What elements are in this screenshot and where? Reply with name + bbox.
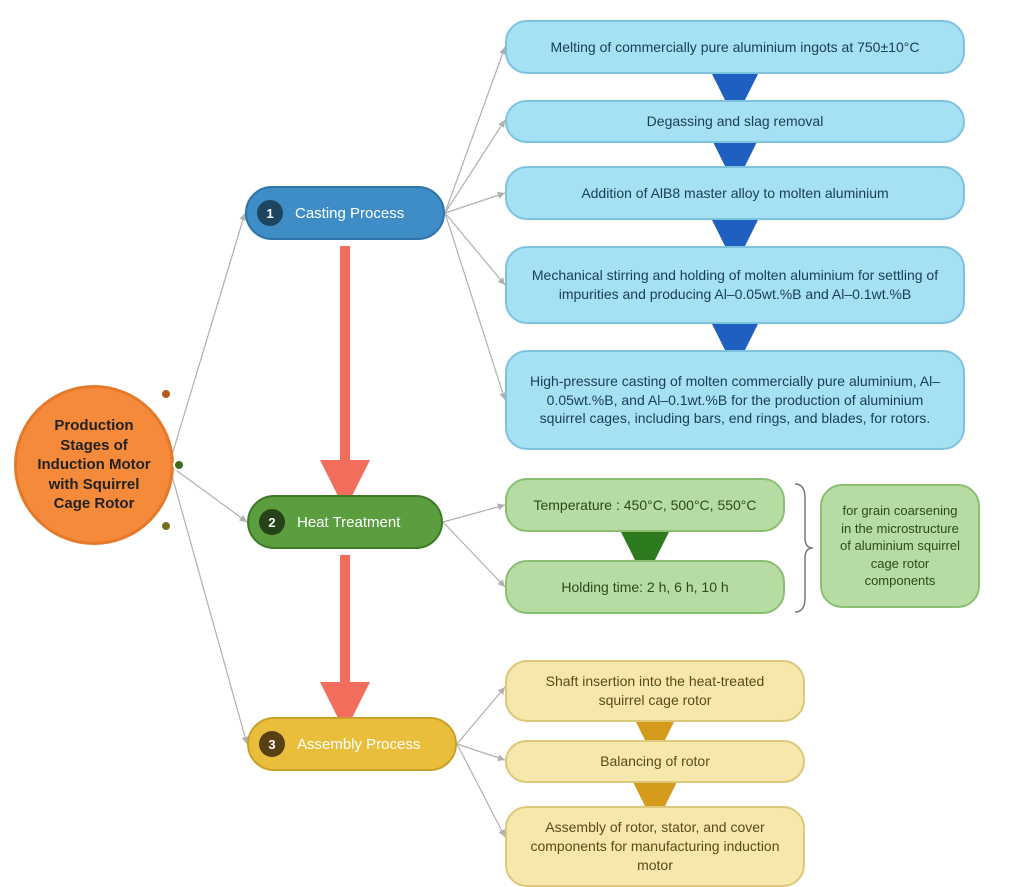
stage-1-to-step-5 (445, 213, 505, 400)
stage-2-to-step-1 (443, 505, 505, 522)
stage-1-step-4: Mechanical stirring and holding of molte… (505, 246, 965, 324)
stage-2-step-2: Holding time: 2 h, 6 h, 10 h (505, 560, 785, 614)
stage-label-3: Assembly Process (297, 736, 420, 753)
heat-bracket (795, 484, 813, 612)
branch-dot-1 (160, 388, 172, 400)
root-to-stage-1 (169, 213, 245, 465)
stage-2-step-1: Temperature : 450°C, 500°C, 550°C (505, 478, 785, 532)
stage-3-to-step-2 (457, 744, 505, 760)
stage-number-2: 2 (259, 509, 285, 535)
stage-3-step-3: Assembly of rotor, stator, and cover com… (505, 806, 805, 887)
stage-pill-3: 3 Assembly Process (247, 717, 457, 771)
stage-pill-1: 1 Casting Process (245, 186, 445, 240)
stage-1-step-5: High-pressure casting of molten commerci… (505, 350, 965, 450)
root-node: Production Stages of Induction Motor wit… (14, 385, 174, 545)
root-to-stage-2 (169, 465, 247, 522)
stage-1-step-3: Addition of AlB8 master alloy to molten … (505, 166, 965, 220)
stage-number-1: 1 (257, 200, 283, 226)
stage-1-step-2: Degassing and slag removal (505, 100, 965, 143)
stage-2-to-step-2 (443, 522, 505, 587)
branch-dot-2 (173, 459, 185, 471)
stage-1-step-1: Melting of commercially pure aluminium i… (505, 20, 965, 74)
stage-3-to-step-1 (457, 687, 505, 744)
stage-label-2: Heat Treatment (297, 514, 400, 531)
stage-1-to-step-3 (445, 193, 505, 213)
stage-1-to-step-1 (445, 47, 505, 213)
stage-label-1: Casting Process (295, 205, 404, 222)
stage-number-3: 3 (259, 731, 285, 757)
stage-1-to-step-4 (445, 213, 505, 285)
stage-2-note: for grain coarsening in the microstructu… (820, 484, 980, 608)
stage-3-step-1: Shaft insertion into the heat-treated sq… (505, 660, 805, 722)
stage-1-to-step-2 (445, 120, 505, 213)
stage-pill-2: 2 Heat Treatment (247, 495, 443, 549)
stage-3-step-2: Balancing of rotor (505, 740, 805, 783)
stage-3-to-step-3 (457, 744, 505, 837)
branch-dot-3 (160, 520, 172, 532)
root-to-stage-3 (169, 465, 247, 744)
